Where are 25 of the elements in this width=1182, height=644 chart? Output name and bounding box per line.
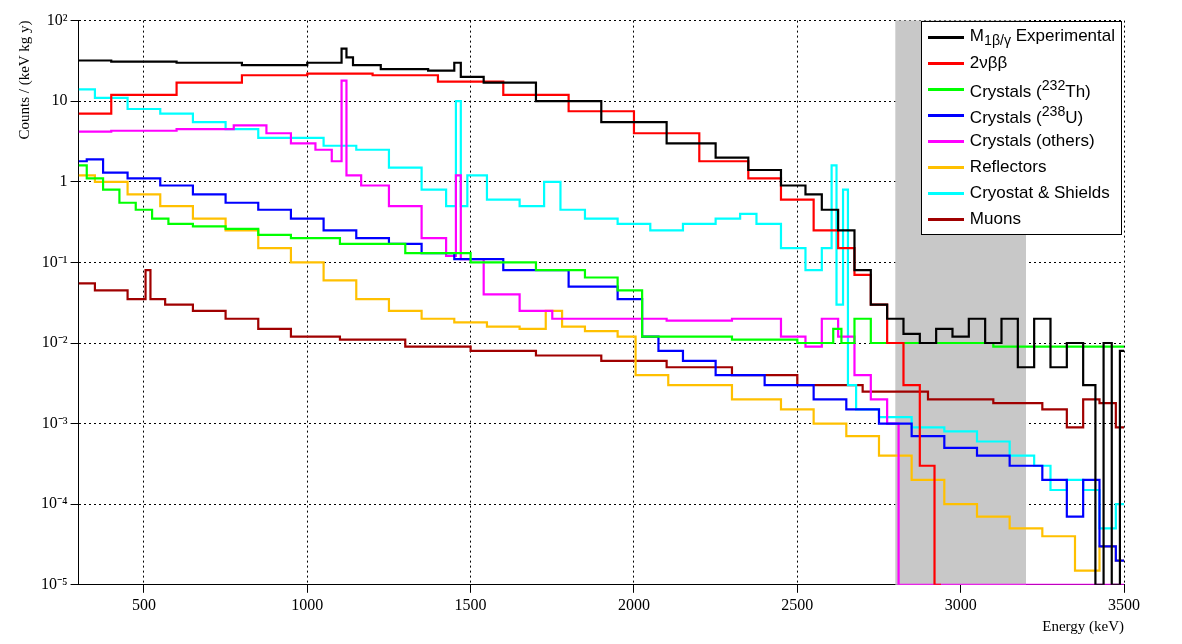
legend-label: Reflectors bbox=[969, 157, 1047, 177]
x-tick-label: 3500 bbox=[1108, 595, 1140, 613]
y-tick-label: 10⁻⁴ bbox=[41, 494, 68, 512]
legend-label: Crystals ($^{232}$Th) bbox=[969, 76, 1091, 102]
y-tick-label: 10² bbox=[46, 10, 68, 28]
x-tick-label: 2000 bbox=[617, 595, 650, 613]
y-tick-label: 10⁻² bbox=[41, 333, 68, 351]
y-tick-label: 10⁻³ bbox=[41, 413, 68, 431]
x-tick-label: 1000 bbox=[291, 595, 324, 613]
y-tick-label: 10⁻¹ bbox=[41, 252, 68, 270]
x-axis-title: Energy (keV) bbox=[1042, 617, 1124, 635]
legend-label: Crystals (others) bbox=[969, 131, 1095, 151]
x-tick-label: 500 bbox=[131, 595, 156, 613]
x-tick-label: 1500 bbox=[454, 595, 487, 613]
legend-label: Crystals ($^{238}$U) bbox=[969, 102, 1084, 128]
legend-label: 2νββ bbox=[969, 53, 1008, 73]
y-tick-label: 10 bbox=[51, 91, 68, 109]
y-tick-label: 10⁻⁵ bbox=[41, 575, 68, 592]
x-tick-label: 3000 bbox=[944, 595, 977, 613]
x-tick-label: 2500 bbox=[781, 595, 814, 613]
legend-label: M$_{1β/γ}$ Experimental bbox=[969, 25, 1115, 49]
y-axis-title: Counts / (keV kg y) bbox=[15, 20, 33, 140]
y-tick-label: 1 bbox=[59, 172, 68, 189]
legend-label: Muons bbox=[969, 209, 1021, 229]
legend-label: Cryostat & Shields bbox=[969, 183, 1110, 203]
